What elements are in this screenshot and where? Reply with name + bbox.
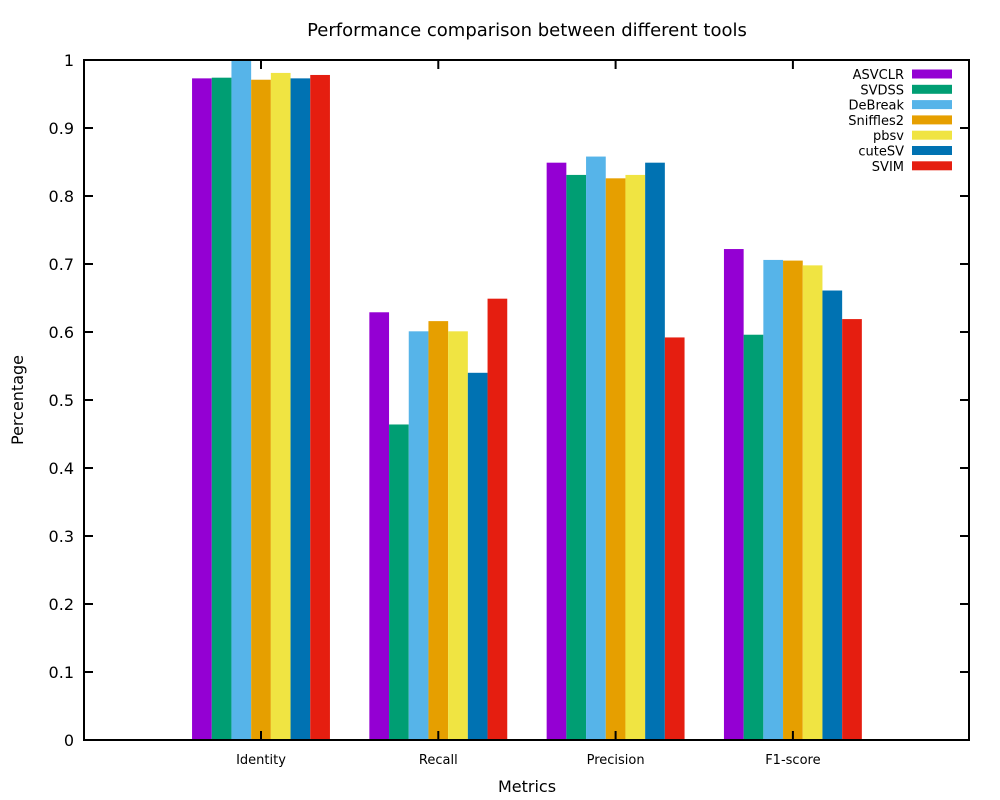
y-tick-label: 0.8 (49, 187, 74, 206)
x-tick-label: Identity (236, 753, 286, 768)
y-tick-label: 0.2 (49, 595, 74, 614)
legend-swatch-asvclr (912, 69, 952, 79)
bar-pbsv-precision (625, 174, 646, 741)
bar-pbsv-identity (270, 72, 291, 741)
bar-svdss-recall (389, 424, 409, 740)
x-tick-label: F1-score (765, 753, 820, 768)
bar-svdss-identity (211, 77, 232, 741)
bar-pbsv-recall (448, 331, 468, 740)
bar-pbsv-f1-score (802, 265, 823, 740)
bar-sniffles2-identity (251, 79, 271, 741)
bar-asvclr-recall (369, 312, 390, 740)
bar-debreak-precision (586, 156, 606, 740)
legend-label-pbsv: pbsv (873, 129, 904, 144)
bar-cutesv-precision (645, 162, 665, 740)
bar-svdss-precision (566, 174, 587, 741)
y-tick-label: 0.4 (49, 459, 74, 478)
x-tick-label: Recall (419, 753, 458, 768)
bar-sniffles2-precision (605, 178, 626, 740)
legend-label-svdss: SVDSS (860, 83, 904, 98)
legend-label-cutesv: cuteSV (858, 145, 904, 160)
bars-group (192, 60, 862, 741)
y-tick-label: 0 (64, 731, 74, 750)
bar-debreak-identity (231, 60, 252, 740)
x-axis-label: Metrics (498, 777, 556, 796)
bar-svim-identity (310, 74, 330, 740)
y-tick-label: 0.5 (49, 391, 74, 410)
bar-cutesv-recall (467, 372, 488, 740)
x-tick-label: Precision (587, 753, 645, 768)
bar-svim-f1-score (842, 319, 862, 740)
ticks-group: Identity Recall Precision F1-score 0 0.1 0.2 0.… (49, 51, 969, 768)
legend: ASVCLRSVDSSDeBreakSniffles2pbsvcuteSVSVI… (848, 68, 952, 175)
bar-asvclr-f1-score (723, 249, 744, 741)
plot-frame (83, 59, 970, 741)
chart-title: Performance comparison between different… (307, 20, 747, 41)
bar-debreak-recall (408, 331, 429, 740)
bar-asvclr-precision (546, 162, 567, 740)
bar-svdss-f1-score (743, 334, 764, 740)
y-axis-label: Percentage (8, 355, 27, 445)
bar-cutesv-identity (290, 78, 311, 741)
bar-debreak-f1-score (763, 259, 784, 740)
bar-cutesv-f1-score (822, 290, 843, 740)
legend-swatch-svdss (912, 84, 952, 94)
legend-label-svim: SVIM (872, 160, 904, 175)
legend-swatch-cutesv (912, 146, 952, 155)
legend-swatch-svim (912, 161, 952, 171)
legend-swatch-sniffles2 (912, 115, 952, 125)
bar-svim-recall (487, 298, 508, 740)
legend-swatch-debreak (912, 100, 952, 110)
bar-sniffles2-f1-score (783, 260, 803, 740)
y-tick-label: 1 (64, 51, 74, 70)
y-tick-label: 0.7 (49, 255, 74, 274)
legend-label-asvclr: ASVCLR (853, 68, 904, 83)
y-tick-label: 0.9 (49, 119, 74, 138)
legend-label-debreak: DeBreak (849, 99, 905, 114)
bar-sniffles2-recall (428, 321, 449, 740)
y-tick-label: 0.3 (49, 527, 74, 546)
bar-asvclr-identity (192, 78, 212, 741)
legend-label-sniffles2: Sniffles2 (848, 114, 904, 129)
y-tick-label: 0.6 (49, 323, 74, 342)
bar-svim-precision (664, 337, 685, 740)
legend-swatch-pbsv (912, 130, 952, 140)
y-tick-label: 0.1 (49, 663, 74, 682)
